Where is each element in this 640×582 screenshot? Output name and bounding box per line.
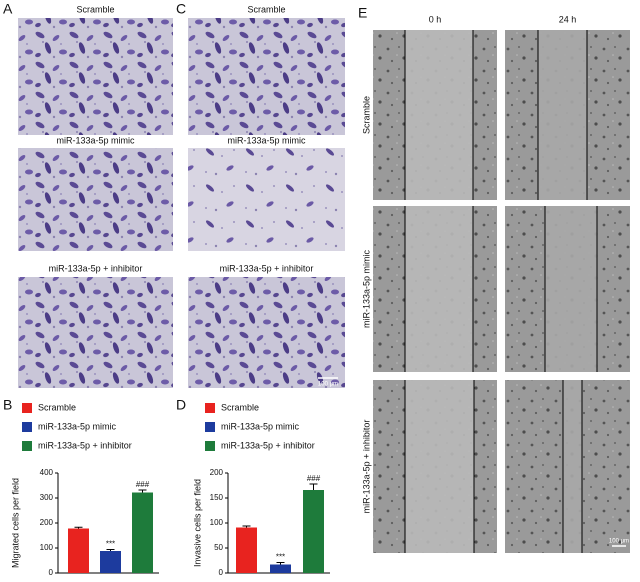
bar [100,551,121,573]
legend-swatch [22,441,32,451]
legend-label: miR-133a-5p + inhibitor [221,440,315,450]
significance: *** [106,540,115,549]
significance: ### [136,480,150,489]
y-tick-label: 100 [210,518,224,527]
micrograph [18,277,173,388]
row-label: miR-133a-5p mimic [361,249,371,328]
micrograph [18,18,173,135]
scale-bar-label: 100 μm [318,382,338,388]
y-tick-label: 100 [40,543,54,552]
significance: ### [307,474,321,483]
scale-bar-label: 100 μm [609,539,629,545]
wound-gap [538,30,587,200]
bar [270,564,291,573]
panel-label: E [358,5,367,21]
wound-gap [545,206,597,372]
y-axis-label: Migrated cells per field [10,478,20,568]
y-tick-label: 0 [49,568,54,577]
legend-swatch [205,441,215,451]
micrograph [188,18,345,135]
y-tick-label: 200 [40,518,54,527]
row-label: Scramble [361,96,371,134]
image-caption: miR-133a-5p + inhibitor [49,263,143,273]
y-tick-label: 0 [219,568,224,577]
time-label: 0 h [429,14,442,24]
bar [236,527,257,573]
legend-label: miR-133a-5p mimic [38,421,117,431]
legend-label: miR-133a-5p + inhibitor [38,440,132,450]
image-caption: Scramble [76,4,114,14]
significance: *** [276,553,285,562]
error-bar [309,483,318,490]
error-bar [276,562,285,565]
wound-gap [405,380,474,553]
row-label: miR-133a-5p + inhibitor [361,420,371,514]
legend-swatch [205,422,215,432]
micrograph [18,148,173,251]
y-axis-label: Invasive cells per field [192,479,202,567]
image-caption: miR-133a-5p + inhibitor [220,263,314,273]
image-caption: Scramble [247,4,285,14]
error-bar [242,525,251,528]
image-caption: miR-133a-5p mimic [56,135,135,145]
time-label: 24 h [559,14,577,24]
image-caption: miR-133a-5p mimic [227,135,306,145]
legend-swatch [205,403,215,413]
legend-swatch [22,422,32,432]
legend-label: Scramble [38,402,76,412]
y-tick-label: 150 [210,493,224,502]
error-bar [138,489,147,493]
bar [68,528,89,573]
panel-label: C [176,1,186,17]
y-tick-label: 400 [40,468,54,477]
legend-label: miR-133a-5p mimic [221,421,300,431]
wound-gap [405,30,473,200]
micrograph [188,148,345,251]
error-bar [106,549,115,551]
panel-label: B [3,397,12,413]
legend-label: Scramble [221,402,259,412]
wound-gap [405,206,473,372]
legend-swatch [22,403,32,413]
wound-gap [563,380,582,553]
micrograph [188,277,345,388]
y-tick-label: 300 [40,493,54,502]
panel-label: D [176,397,186,413]
bar [132,492,153,573]
error-bar [74,526,83,529]
panel-label: A [3,1,13,17]
bar [303,490,324,573]
y-tick-label: 200 [210,468,224,477]
y-tick-label: 50 [214,543,223,552]
